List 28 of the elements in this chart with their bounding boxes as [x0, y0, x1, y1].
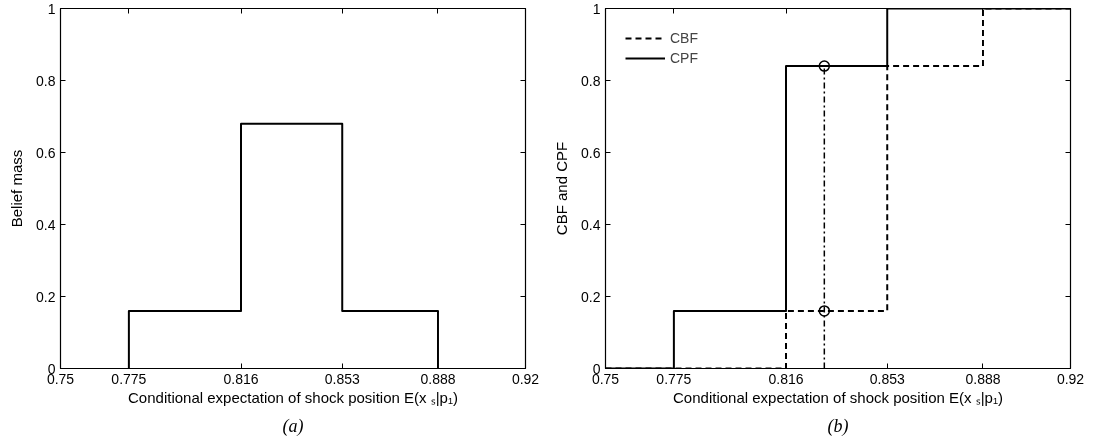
- x-tick-label: 0.888: [420, 370, 456, 387]
- legend-label: CPF: [670, 50, 698, 66]
- y-axis-title: Belief mass: [8, 149, 26, 228]
- y-tick-label: 0.4: [36, 216, 56, 233]
- y-axis-title: CBF and CPF: [553, 141, 571, 236]
- x-tick-label: 0.853: [324, 370, 360, 387]
- x-tick-label: 0.816: [768, 370, 804, 387]
- y-tick-label: 0.2: [36, 288, 56, 305]
- x-axis-title: Conditional expectation of shock position E(x ₛ|p₁): [128, 388, 458, 406]
- y-tick-label: 1: [592, 0, 601, 17]
- y-tick-label: 0.8: [581, 72, 601, 89]
- legend-label: CBF: [670, 30, 698, 46]
- x-tick-label: 0.775: [656, 370, 692, 387]
- x-tick-label: 0.92: [511, 370, 540, 387]
- y-tick-label: 1: [47, 0, 56, 17]
- y-tick-label: 0.6: [581, 144, 601, 161]
- y-tick-label: 0.2: [581, 288, 601, 305]
- text: (b): [827, 415, 849, 437]
- x-tick-label: 0.816: [223, 370, 259, 387]
- text: (a): [282, 415, 304, 437]
- x-axis-title: Conditional expectation of shock position E(x ₛ|p₁): [673, 388, 1003, 406]
- x-tick-label: 0.92: [1056, 370, 1085, 387]
- x-tick-label: 0.853: [869, 370, 905, 387]
- x-tick-label: 0.775: [111, 370, 147, 387]
- y-tick-label: 0.6: [36, 144, 56, 161]
- x-tick-label: 0.888: [965, 370, 1001, 387]
- y-tick-label: 0.8: [36, 72, 56, 89]
- y-tick-label: 0.4: [581, 216, 601, 233]
